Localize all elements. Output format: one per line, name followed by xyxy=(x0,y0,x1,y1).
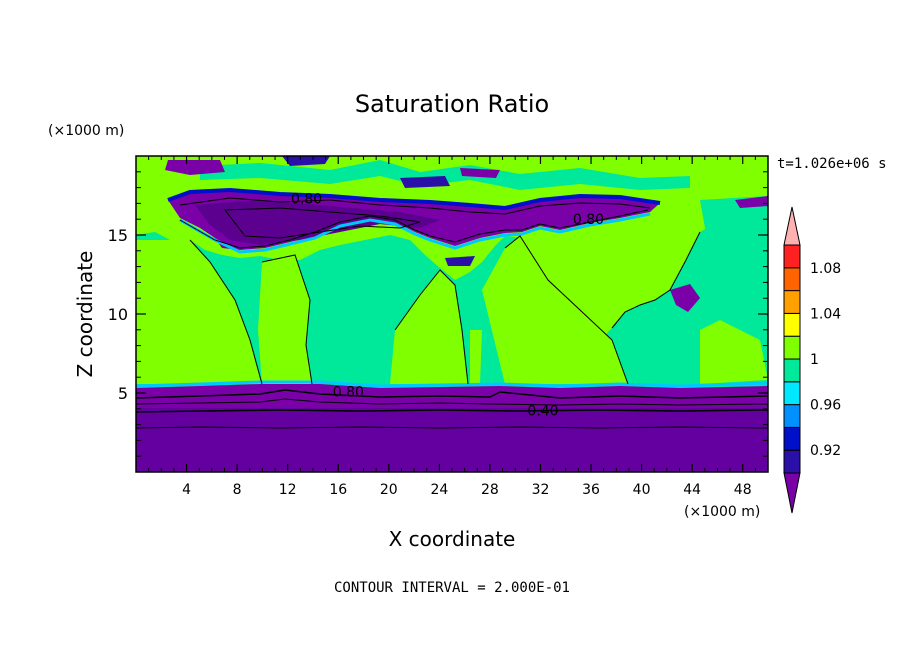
x-tick-label: 36 xyxy=(582,482,600,498)
colorbar: 1.08 1.04 1 0.96 0.92 xyxy=(783,206,841,514)
y-tick-label: 5 xyxy=(118,384,128,403)
y-tick-label: 10 xyxy=(108,305,128,324)
contour-label: 0.80 xyxy=(573,212,604,228)
colorbar-label: 0.92 xyxy=(810,443,841,459)
dry-patch-right-a xyxy=(670,284,700,312)
contour-lower-020 xyxy=(136,426,768,429)
dry-patch-top-d xyxy=(460,168,500,178)
upper-dry-lower-edge xyxy=(179,212,651,254)
x-tick-label: 44 xyxy=(683,482,701,498)
time-label: t=1.026e+06 s xyxy=(777,156,887,172)
y-tick-label: 15 xyxy=(108,226,128,245)
colorbar-label: 1.04 xyxy=(810,306,841,322)
contour-right xyxy=(611,231,701,329)
contour-upper-080 xyxy=(179,197,651,249)
chart-title: Saturation Ratio xyxy=(355,90,549,118)
contour-lobe-a xyxy=(261,254,313,385)
colorbar-bottom-triangle xyxy=(783,472,801,514)
colorbar-swatch xyxy=(783,426,801,451)
green-lobe-b xyxy=(390,270,468,384)
green-lobe-e xyxy=(700,320,768,384)
x-tick-label: 20 xyxy=(380,482,398,498)
lower-dry-core xyxy=(136,408,768,472)
green-lobe-d xyxy=(470,330,482,384)
contour-label-group: 0.80 0.80 0.80 0.40 xyxy=(291,192,604,420)
contour-interval-footer: CONTOUR INTERVAL = 2.000E-01 xyxy=(334,580,570,596)
contour-left xyxy=(189,239,263,385)
x-tick-label: 28 xyxy=(481,482,499,498)
x-tick-label: 32 xyxy=(532,482,550,498)
x-tick-label: 4 xyxy=(182,482,191,498)
colorbar-label: 1 xyxy=(810,352,819,368)
colorbar-swatch xyxy=(783,449,801,474)
x-unit-label: (×1000 m) xyxy=(684,504,760,520)
colorbar-swatch xyxy=(783,267,801,292)
colorbar-swatch xyxy=(783,335,801,360)
y-unit-label: (×1000 m) xyxy=(48,123,124,139)
x-tick-label: 48 xyxy=(734,482,752,498)
dry-patch-top-a xyxy=(165,160,225,175)
x-axis: 4 8 12 16 20 24 28 32 36 40 44 48 xyxy=(148,156,756,498)
colorbar-swatch xyxy=(783,381,801,406)
dry-patch-mid xyxy=(445,256,475,266)
field-layers xyxy=(136,156,768,472)
colorbar-swatch xyxy=(783,312,801,337)
dry-patch-right-b xyxy=(735,196,768,208)
contour-label: 0.40 xyxy=(527,403,558,419)
dry-patch-top-b xyxy=(282,156,330,166)
colorbar-swatch xyxy=(783,404,801,428)
colorbar-swatch xyxy=(783,290,801,314)
colorbar-top-triangle xyxy=(783,206,801,246)
upper-dry-core xyxy=(195,200,440,245)
x-tick-label: 24 xyxy=(430,482,448,498)
green-lobe-a xyxy=(258,255,312,384)
contour-lobe-c xyxy=(504,235,629,385)
colorbar-label: 1.08 xyxy=(810,261,841,277)
contour-lower-080 xyxy=(136,389,768,399)
colorbar-swatch xyxy=(783,244,801,269)
contour-lines xyxy=(136,197,768,429)
colorbar-swatch xyxy=(783,358,801,383)
x-tick-label: 8 xyxy=(233,482,242,498)
colorbar-label: 0.96 xyxy=(810,398,841,414)
contour-label: 0.80 xyxy=(333,384,364,400)
left-green-lobe xyxy=(136,240,262,384)
contour-upper-inner xyxy=(224,207,421,239)
contour-lobe-b xyxy=(394,269,469,385)
lower-dry-edge xyxy=(136,380,768,388)
contour-label: 0.80 xyxy=(291,192,322,208)
upper-dry-edge xyxy=(167,187,661,211)
dry-patch-top-c xyxy=(400,176,450,188)
x-tick-label: 40 xyxy=(633,482,651,498)
contour-lower-060 xyxy=(136,398,768,406)
y-axis: 5 10 15 xyxy=(108,171,768,457)
y-axis-label: Z coordinate xyxy=(73,251,97,378)
green-lobe-c xyxy=(482,236,628,384)
x-tick-label: 12 xyxy=(279,482,297,498)
contour-lower-040 xyxy=(136,409,768,413)
top-teal-band xyxy=(200,160,690,190)
x-tick-label: 16 xyxy=(329,482,347,498)
x-axis-label: X coordinate xyxy=(389,527,516,551)
